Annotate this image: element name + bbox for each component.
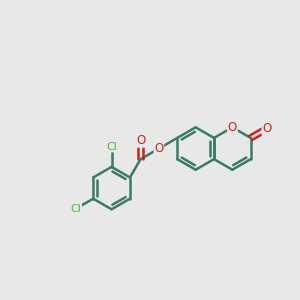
Text: Cl: Cl: [70, 204, 81, 214]
Text: O: O: [136, 134, 145, 147]
Text: Cl: Cl: [106, 142, 117, 152]
Text: O: O: [154, 142, 164, 155]
Text: O: O: [228, 121, 237, 134]
Text: O: O: [262, 122, 272, 135]
